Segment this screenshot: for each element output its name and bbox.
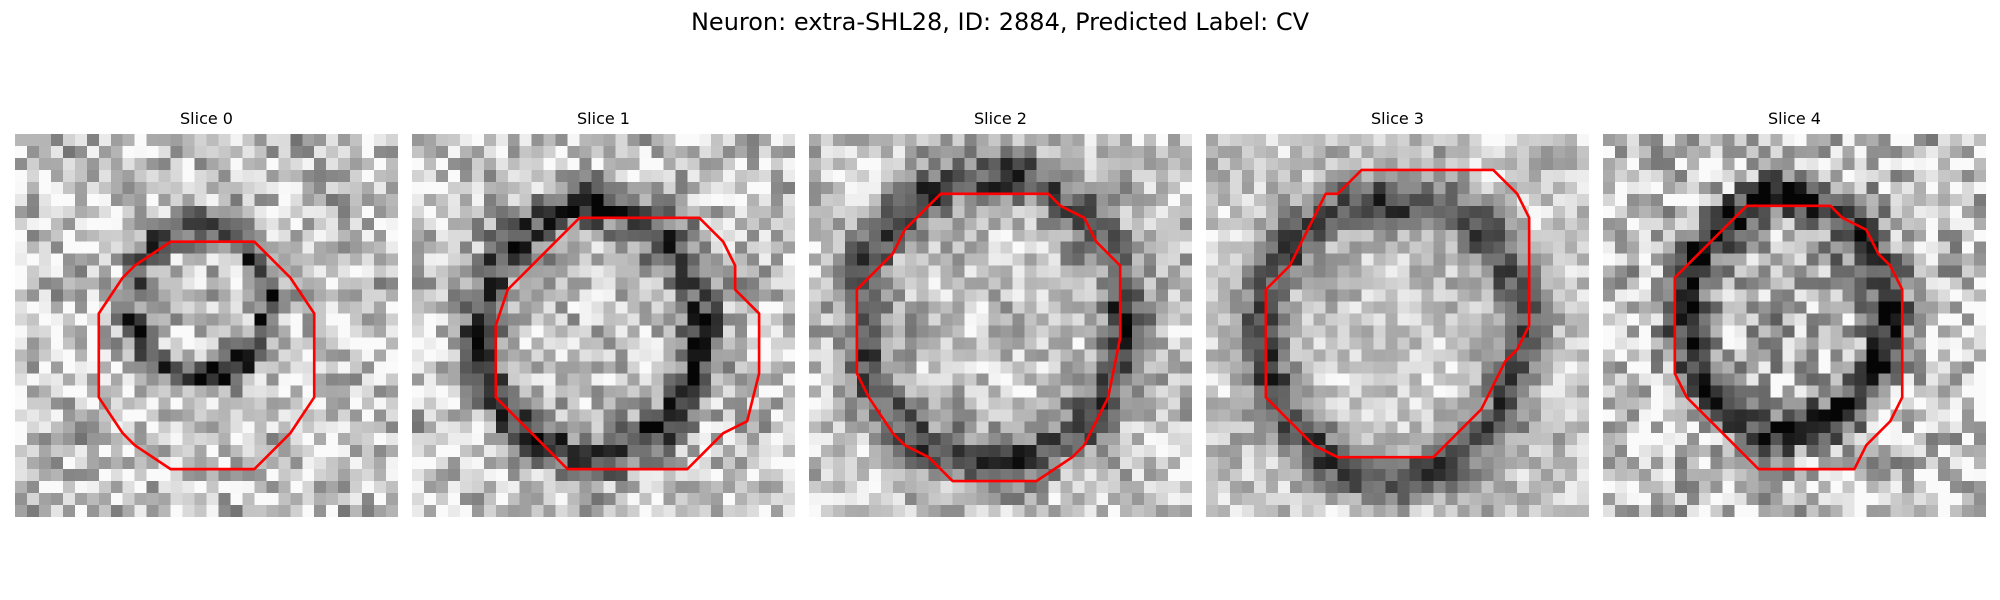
slice-image-1 — [412, 134, 795, 517]
slice-svg-0 — [15, 134, 398, 517]
pixel-grid — [412, 134, 795, 517]
slice-image-2 — [809, 134, 1192, 517]
pixel-grid — [1206, 134, 1589, 517]
contour-outline — [97, 240, 316, 471]
slice-panel-4: Slice 4 — [1603, 108, 1986, 517]
slice-title-3: Slice 3 — [1371, 109, 1424, 128]
slice-svg-4 — [1603, 134, 1986, 517]
slice-title-0: Slice 0 — [180, 109, 233, 128]
slice-image-0 — [15, 134, 398, 517]
slice-title-1: Slice 1 — [577, 109, 630, 128]
slice-image-3 — [1206, 134, 1589, 517]
slice-svg-2 — [809, 134, 1192, 517]
slice-title-4: Slice 4 — [1768, 109, 1821, 128]
pixel-grid — [809, 134, 1192, 517]
figure-title: Neuron: extra-SHL28, ID: 2884, Predicted… — [690, 8, 1310, 36]
contour-outline — [855, 192, 1122, 483]
slice-svg-1 — [412, 134, 795, 517]
slice-panel-1: Slice 1 — [412, 108, 795, 517]
slice-svg-3 — [1206, 134, 1589, 517]
pixel-grid — [15, 134, 398, 517]
contour-outline — [1673, 204, 1904, 471]
slice-panel-3: Slice 3 — [1206, 108, 1589, 517]
contour-outline — [494, 216, 761, 471]
pixel-grid — [1603, 134, 1986, 517]
slice-title-2: Slice 2 — [974, 109, 1027, 128]
slice-panel-0: Slice 0 — [15, 108, 398, 517]
contour-outline — [1264, 168, 1531, 459]
slice-image-4 — [1603, 134, 1986, 517]
slice-panel-2: Slice 2 — [809, 108, 1192, 517]
